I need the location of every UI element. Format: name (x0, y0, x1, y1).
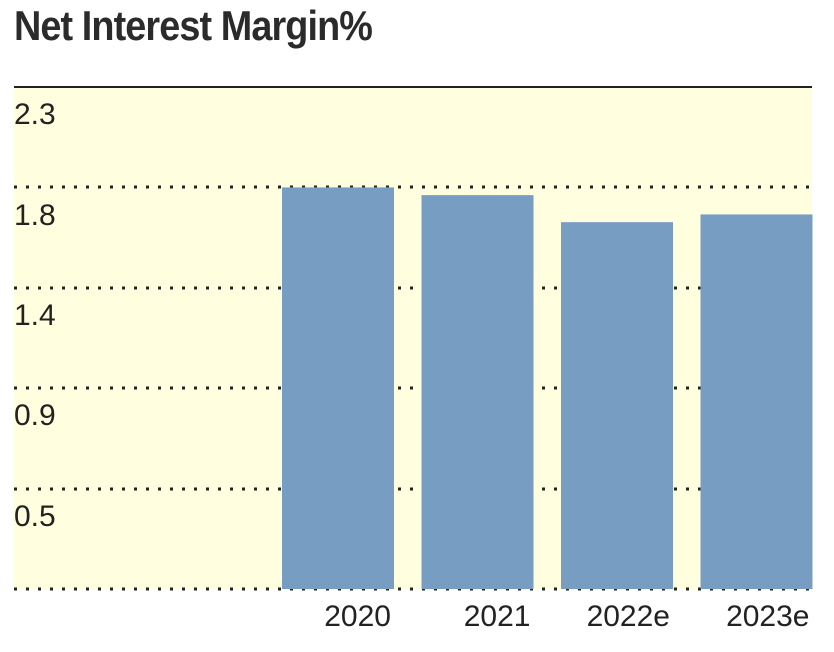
y-tick-label: 1.8 (14, 199, 56, 232)
y-tick-label: 2.3 (14, 98, 56, 131)
chart-title: Net Interest Margin% (14, 2, 373, 49)
bar-2020 (282, 187, 394, 589)
y-tick-label: 1.4 (14, 299, 56, 332)
x-tick-labels: 2020 2021 2022e 2023e (324, 600, 809, 633)
bar-2021 (421, 195, 534, 589)
gridlines (14, 185, 812, 591)
bar-2023e (700, 214, 813, 589)
bars (282, 187, 813, 589)
plot-background (14, 87, 812, 589)
x-tick-label: 2022e (587, 600, 670, 633)
x-tick-label: 2023e (726, 600, 809, 633)
bar-2022e (561, 222, 673, 589)
x-tick-label: 2021 (464, 600, 531, 633)
y-tick-label: 0.5 (14, 500, 56, 533)
y-tick-labels: 2.3 1.8 1.4 0.9 0.5 (14, 98, 56, 533)
y-tick-label: 0.9 (14, 399, 56, 432)
x-tick-label: 2020 (324, 600, 391, 633)
